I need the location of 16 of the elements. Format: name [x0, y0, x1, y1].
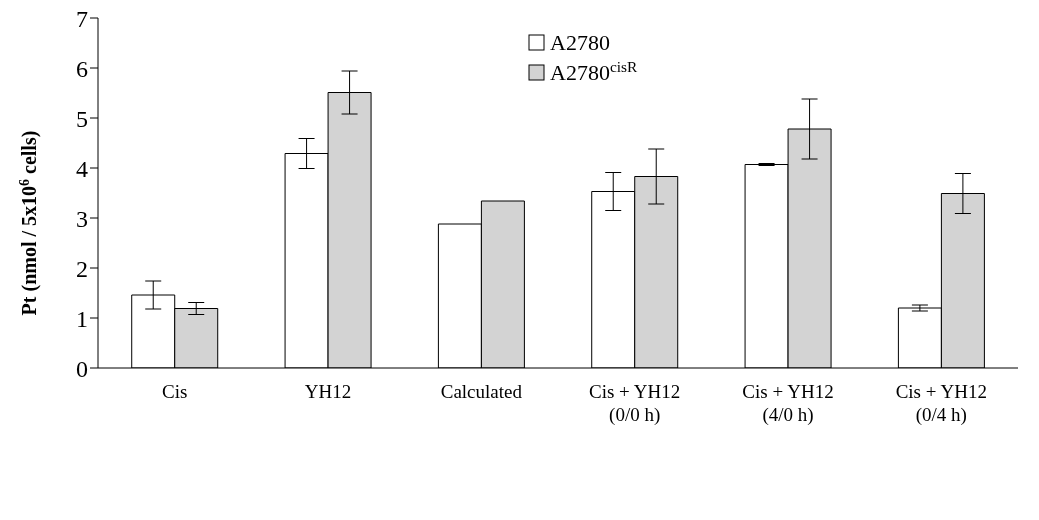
- legend-label: A2780: [550, 30, 610, 55]
- x-tick-label: Cis: [161, 381, 188, 402]
- x-tick-label: YH12: [304, 381, 352, 402]
- y-tick-label: 2: [76, 255, 88, 282]
- x-tick-label: Cis + YH12 (0/4 h): [895, 381, 987, 426]
- y-tick-label: 6: [76, 55, 88, 82]
- y-tick-label: 4: [76, 155, 88, 182]
- y-tick-label: 5: [76, 105, 88, 132]
- x-tick-label: Cis + YH12 (4/0 h): [742, 381, 834, 426]
- x-tick-label: Calculated: [440, 381, 523, 402]
- y-tick-label: 3: [76, 205, 88, 232]
- y-tick-label: 7: [76, 5, 88, 32]
- y-tick-label: 0: [76, 355, 88, 382]
- y-tick-label: 1: [76, 305, 88, 332]
- legend-label: A2780$^{cisR}$: [550, 57, 638, 85]
- x-tick-label: Cis + YH12 (0/0 h): [589, 381, 681, 426]
